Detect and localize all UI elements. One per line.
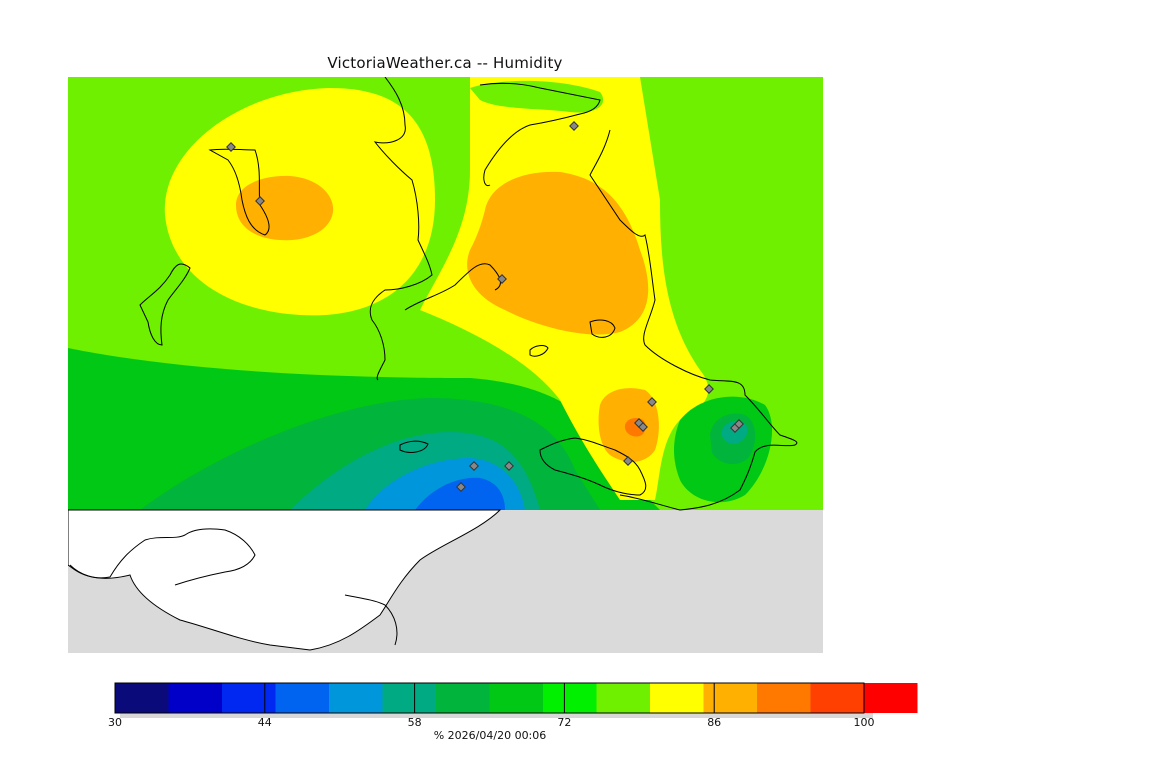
coastline-island-west <box>208 148 270 236</box>
station-marker <box>226 142 236 152</box>
colorbar-segment <box>275 683 329 713</box>
contour-band-82-nw <box>236 175 334 241</box>
colorbar-caption: % 2026/04/20 00:06 <box>433 729 547 742</box>
colorbar-segment <box>115 683 169 713</box>
colorbar-tick-label: 100 <box>853 716 875 729</box>
station-marker <box>469 461 479 471</box>
coastline-sooke <box>399 440 429 453</box>
contour-band-72-ne <box>470 80 604 113</box>
colorbar-segment <box>382 683 436 713</box>
coastline-saanich-east <box>589 129 798 511</box>
colorbar-segment <box>543 683 597 713</box>
colorbar-tick-label: 86 <box>707 716 722 729</box>
station-markers <box>226 121 744 492</box>
station-marker <box>623 456 633 466</box>
coastline-inner <box>479 82 601 187</box>
station-marker <box>255 196 265 206</box>
station-marker <box>497 274 507 284</box>
coastline-island-1 <box>529 345 549 357</box>
coastline-olympic <box>69 528 256 586</box>
colorbar <box>114 682 918 714</box>
station-marker <box>638 422 648 432</box>
coastline-west-shore <box>139 263 191 346</box>
colorbar-segment <box>222 683 276 713</box>
contour-band-82-e <box>467 171 649 335</box>
colorbar-segment <box>596 683 650 713</box>
station-marker <box>504 461 514 471</box>
station-marker <box>569 121 579 131</box>
coastline-victoria <box>539 437 647 496</box>
station-marker <box>704 384 714 394</box>
colorbar-segment <box>489 683 543 713</box>
station-marker <box>734 419 744 429</box>
landmass-south <box>68 509 502 651</box>
colorbar-segment <box>810 683 864 713</box>
map-title: VictoriaWeather.ca -- Humidity <box>327 54 563 72</box>
colorbar-tick-label: 58 <box>407 716 422 729</box>
coastline-island-2 <box>589 319 616 338</box>
colorbar-segment <box>650 683 704 713</box>
colorbar-segment <box>329 683 383 713</box>
coastline-west-inlet <box>369 77 433 381</box>
colorbar-segment <box>703 683 757 713</box>
colorbar-tick-label: 72 <box>557 716 572 729</box>
colorbar-tick-label: 44 <box>257 716 272 729</box>
colorbar-segment <box>757 683 811 713</box>
station-marker <box>647 397 657 407</box>
colorbar-segment <box>168 683 222 713</box>
colorbar-segment <box>436 683 490 713</box>
coastline-olympic-bay <box>344 594 398 646</box>
humidity-contours <box>68 77 823 510</box>
colorbar-segment <box>864 683 918 713</box>
colorbar-ticks <box>114 683 865 713</box>
colorbar-tick-label: 30 <box>108 716 122 729</box>
station-marker <box>456 482 466 492</box>
contour-band-46 <box>415 477 505 510</box>
